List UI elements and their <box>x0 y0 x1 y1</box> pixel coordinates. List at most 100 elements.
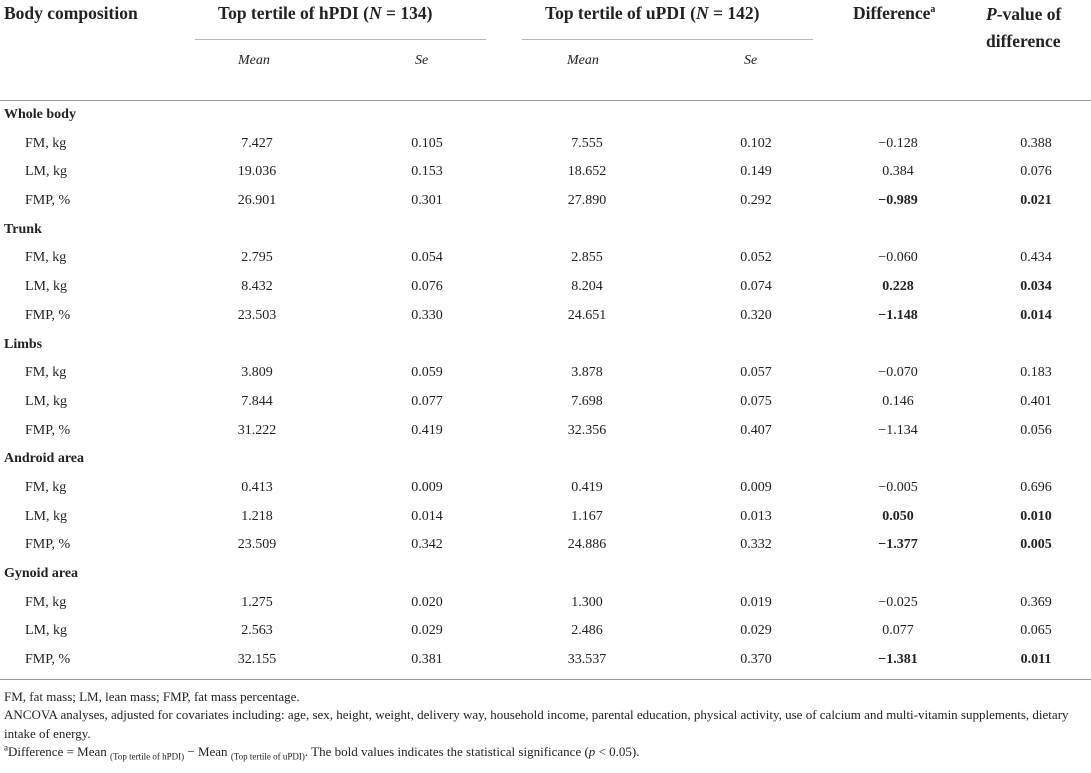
table-row: FMP, % 31.222 0.419 32.356 0.407 −1.134 0.056 <box>0 417 1091 446</box>
cell-mean-updi: 27.890 <box>567 193 607 209</box>
table-row: LM, kg 19.036 0.153 18.652 0.149 0.384 0.076 <box>0 158 1091 187</box>
row-label: LM, kg <box>25 164 67 180</box>
cell-se-updi: 0.332 <box>740 537 772 553</box>
header-updi-post: = 142) <box>708 3 760 23</box>
footnote-difference-end-post: < 0.05). <box>595 744 640 760</box>
cell-pvalue: 0.434 <box>1020 250 1052 266</box>
footnote-difference-mid: − Mean <box>184 744 231 760</box>
row-label: FM, kg <box>25 594 67 610</box>
row-label: FMP, % <box>25 307 71 323</box>
cell-se-hpdi: 0.330 <box>411 307 443 323</box>
footnote-difference-p: p <box>588 744 596 760</box>
cell-mean-hpdi: 26.901 <box>237 193 277 209</box>
row-label: LM, kg <box>25 279 67 295</box>
cell-se-updi: 0.009 <box>740 479 772 495</box>
footnote-difference-sup: a <box>4 742 8 753</box>
cell-pvalue: 0.005 <box>1020 537 1052 553</box>
cell-difference: 0.050 <box>882 508 914 524</box>
header-body-composition: Body composition <box>4 3 138 23</box>
cell-pvalue: 0.021 <box>1020 193 1052 209</box>
cell-se-updi: 0.013 <box>740 508 772 524</box>
footnote-abbreviations: FM, fat mass; LM, lean mass; FMP, fat ma… <box>4 688 300 704</box>
table-footnotes: FM, fat mass; LM, lean mass; FMP, fat ma… <box>0 688 1091 762</box>
cell-difference: −1.134 <box>878 422 918 438</box>
cell-pvalue: 0.014 <box>1020 307 1052 323</box>
cell-se-updi: 0.320 <box>740 307 772 323</box>
header-pvalue-rest: -value of <box>996 4 1062 24</box>
cell-difference: −0.005 <box>878 479 918 495</box>
row-label: LM, kg <box>25 508 67 524</box>
cell-pvalue: 0.369 <box>1020 594 1052 610</box>
header-updi-pre: Top tertile of uPDI ( <box>545 3 697 23</box>
subheader-se-hpdi: Se <box>415 53 429 68</box>
cell-difference: −0.060 <box>878 250 918 266</box>
cell-difference: −0.070 <box>878 365 918 381</box>
cell-mean-hpdi: 31.222 <box>237 422 277 438</box>
row-label: FM, kg <box>25 479 67 495</box>
cell-se-hpdi: 0.054 <box>411 250 443 266</box>
cell-mean-hpdi: 3.809 <box>241 365 273 381</box>
cell-se-hpdi: 0.342 <box>411 537 443 553</box>
cell-mean-hpdi: 7.844 <box>241 393 273 409</box>
cell-pvalue: 0.388 <box>1020 135 1052 151</box>
cell-mean-hpdi: 19.036 <box>237 164 277 180</box>
table-body: Whole body FM, kg 7.427 0.105 7.555 0.102 −0.1… <box>0 101 1091 675</box>
cell-mean-updi: 1.300 <box>571 594 603 610</box>
cell-se-updi: 0.292 <box>740 193 772 209</box>
cell-difference: 0.384 <box>882 164 914 180</box>
section-title: Trunk <box>4 221 42 237</box>
section-title: Limbs <box>4 336 43 352</box>
cell-se-hpdi: 0.153 <box>411 164 443 180</box>
table-row: LM, kg 1.218 0.014 1.167 0.013 0.050 0.010 <box>0 503 1091 532</box>
cell-mean-hpdi: 0.413 <box>241 479 273 495</box>
table-row: LM, kg 8.432 0.076 8.204 0.074 0.228 0.034 <box>0 273 1091 302</box>
table-row: FM, kg 7.427 0.105 7.555 0.102 −0.128 0.388 <box>0 130 1091 159</box>
cell-mean-hpdi: 1.218 <box>241 508 273 524</box>
header-difference: Differencea <box>853 3 935 24</box>
section-row: Trunk <box>0 216 1091 245</box>
cell-difference: 0.228 <box>882 279 914 295</box>
header-pvalue: P-value of difference <box>986 1 1061 55</box>
row-label: FMP, % <box>25 193 71 209</box>
cell-se-updi: 0.019 <box>740 594 772 610</box>
cell-mean-updi: 1.167 <box>571 508 603 524</box>
cell-se-hpdi: 0.076 <box>411 279 443 295</box>
row-label: FMP, % <box>25 537 71 553</box>
cell-se-updi: 0.057 <box>740 365 772 381</box>
header-pvalue-line2: difference <box>986 31 1061 51</box>
cell-se-hpdi: 0.029 <box>411 623 443 639</box>
row-label: LM, kg <box>25 623 67 639</box>
cell-se-hpdi: 0.419 <box>411 422 443 438</box>
table-row: FMP, % 32.155 0.381 33.537 0.370 −1.381 0.011 <box>0 646 1091 675</box>
cell-se-updi: 0.149 <box>740 164 772 180</box>
cell-mean-updi: 0.419 <box>571 479 603 495</box>
cell-pvalue: 0.056 <box>1020 422 1052 438</box>
subheader-mean-updi: Mean <box>567 53 599 68</box>
footnote-difference-a: Difference = Mean <box>8 744 111 760</box>
row-label: FMP, % <box>25 422 71 438</box>
cell-mean-updi: 24.651 <box>567 307 607 323</box>
table-bottom-rule <box>0 678 1091 680</box>
table-row: FMP, % 26.901 0.301 27.890 0.292 −0.989 0.021 <box>0 187 1091 216</box>
cell-mean-updi: 18.652 <box>567 164 607 180</box>
header-difference-text: Difference <box>853 3 931 23</box>
cell-pvalue: 0.034 <box>1020 279 1052 295</box>
cell-pvalue: 0.011 <box>1020 652 1052 668</box>
section-row: Gynoid area <box>0 560 1091 589</box>
section-title: Android area <box>4 451 84 467</box>
cell-se-hpdi: 0.014 <box>411 508 443 524</box>
cell-se-updi: 0.407 <box>740 422 772 438</box>
cell-pvalue: 0.076 <box>1020 164 1052 180</box>
cell-difference: −0.128 <box>878 135 918 151</box>
cell-mean-updi: 3.878 <box>571 365 603 381</box>
cell-se-updi: 0.052 <box>740 250 772 266</box>
table-row: FM, kg 0.413 0.009 0.419 0.009 −0.005 0.696 <box>0 474 1091 503</box>
table-row: FM, kg 1.275 0.020 1.300 0.019 −0.025 0.369 <box>0 589 1091 618</box>
cell-pvalue: 0.401 <box>1020 393 1052 409</box>
footnote-ancova: ANCOVA analyses, adjusted for covariates… <box>4 707 1069 741</box>
cell-mean-hpdi: 1.275 <box>241 594 273 610</box>
subheader-se-updi: Se <box>744 53 758 68</box>
cell-mean-updi: 24.886 <box>567 537 607 553</box>
cell-se-updi: 0.102 <box>740 135 772 151</box>
cell-mean-updi: 7.555 <box>571 135 603 151</box>
